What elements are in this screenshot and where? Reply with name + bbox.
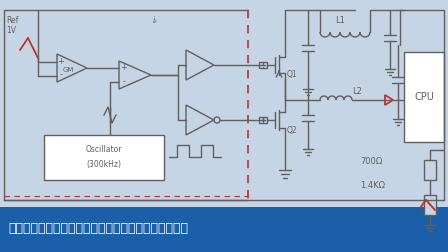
Text: L2: L2 (352, 87, 362, 97)
Text: 700Ω: 700Ω (360, 158, 382, 167)
Text: Q1: Q1 (287, 71, 297, 79)
Text: 1.4KΩ: 1.4KΩ (360, 180, 385, 190)
Text: 如果芯片的主供电电压不足以使上管饱合导通，则需要: 如果芯片的主供电电压不足以使上管饱合导通，则需要 (8, 223, 188, 236)
Text: (300kHz): (300kHz) (86, 161, 121, 170)
Text: -: - (60, 71, 63, 79)
Text: GM: GM (62, 67, 73, 73)
Bar (259, 117, 267, 123)
Bar (404, 52, 444, 142)
Text: +: + (121, 64, 127, 73)
Text: +: + (57, 56, 65, 66)
Bar (0, 207, 448, 252)
Text: iₖ: iₖ (152, 16, 158, 25)
Text: -: - (122, 78, 125, 86)
Bar (44, 135, 164, 180)
Text: Oscillator: Oscillator (86, 145, 122, 154)
Text: Q2: Q2 (287, 125, 297, 135)
Text: CPU: CPU (414, 92, 434, 102)
Bar (424, 160, 436, 180)
Text: Ref
1V: Ref 1V (6, 16, 18, 35)
Text: L1: L1 (335, 16, 345, 25)
Bar (424, 195, 436, 215)
Bar (259, 62, 267, 68)
